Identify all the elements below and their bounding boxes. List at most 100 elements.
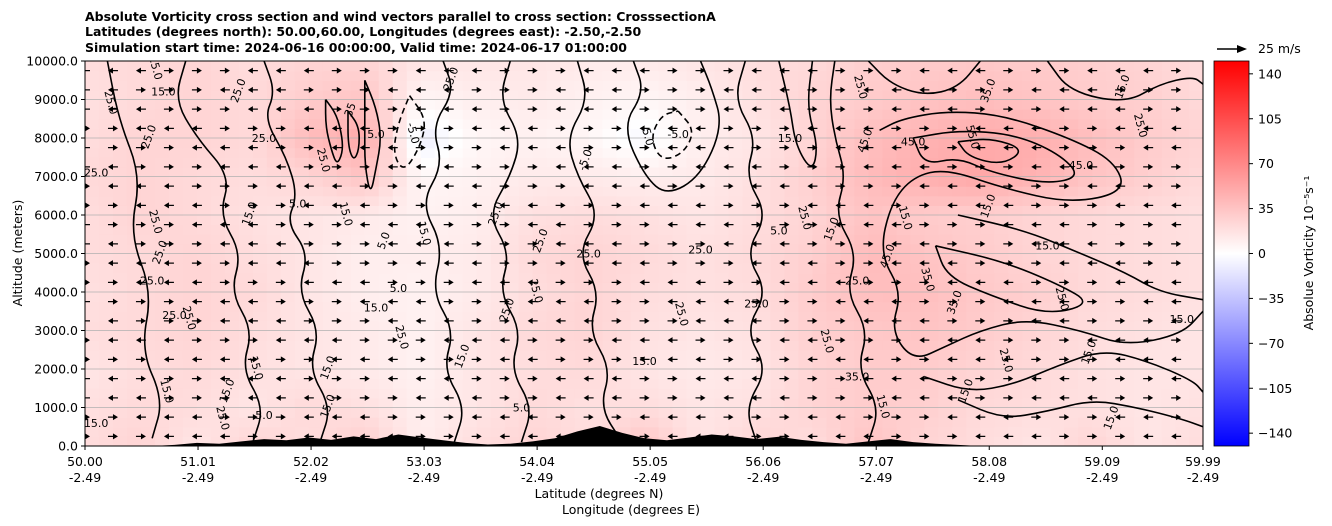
- vorticity-cell: [1189, 89, 1203, 101]
- vorticity-cell: [434, 407, 450, 418]
- vorticity-cell: [602, 186, 618, 197]
- vorticity-cell: [434, 70, 450, 81]
- vorticity-cell: [196, 176, 212, 187]
- vorticity-cell: [1161, 61, 1177, 72]
- vorticity-cell: [812, 234, 828, 245]
- vorticity-cell: [1022, 301, 1037, 312]
- wind-vector-head: [863, 202, 869, 209]
- wind-vector-head: [835, 202, 841, 209]
- wind-vector-head: [723, 240, 729, 247]
- vorticity-cell: [462, 292, 478, 303]
- wind-vector: [499, 375, 510, 382]
- vorticity-cell: [462, 426, 478, 437]
- vorticity-cell: [588, 272, 604, 283]
- vorticity-cell: [140, 118, 156, 129]
- vorticity-cell: [938, 320, 953, 332]
- vorticity-cell: [1161, 138, 1177, 149]
- vorticity-cell: [952, 282, 967, 293]
- vorticity-cell: [686, 205, 702, 216]
- vorticity-cell: [700, 138, 716, 149]
- vorticity-cell: [616, 349, 632, 360]
- wind-vector: [555, 298, 566, 305]
- vorticity-cell: [756, 388, 772, 399]
- vorticity-cell: [910, 128, 925, 139]
- vorticity-cell: [896, 195, 911, 206]
- vorticity-cell: [1036, 301, 1051, 312]
- vorticity-cell: [840, 359, 855, 370]
- vorticity-cell: [1022, 243, 1037, 255]
- wind-vector: [863, 394, 874, 401]
- vorticity-cell: [994, 80, 1009, 91]
- vorticity-cell: [1022, 311, 1037, 322]
- vorticity-cell: [798, 128, 814, 139]
- vorticity-cell: [112, 359, 128, 370]
- vorticity-cell: [882, 109, 897, 120]
- vorticity-cell: [378, 157, 394, 168]
- wind-vector: [1003, 317, 1014, 324]
- vorticity-cell: [462, 138, 478, 149]
- vorticity-cell: [154, 215, 170, 226]
- vorticity-cell: [994, 166, 1009, 178]
- vorticity-cell: [588, 330, 604, 341]
- wind-vector: [1171, 183, 1182, 190]
- vorticity-cell: [938, 138, 953, 149]
- vorticity-cell: [196, 417, 212, 428]
- vorticity-cell: [448, 388, 464, 399]
- vorticity-cell: [546, 215, 562, 226]
- vorticity-cell: [1134, 176, 1149, 187]
- vorticity-cell: [966, 436, 981, 446]
- wind-vector: [415, 337, 426, 344]
- vorticity-cell: [630, 426, 646, 437]
- vorticity-cell: [630, 349, 646, 360]
- wind-vector-head: [639, 202, 645, 209]
- vorticity-cell: [406, 320, 422, 332]
- wind-vector-head: [751, 394, 757, 401]
- chart-title-line-1: Absolute Vorticity cross section and win…: [85, 9, 716, 24]
- vorticity-cell: [182, 205, 198, 216]
- contour-label: 15.0: [364, 301, 389, 314]
- vorticity-cell: [896, 349, 911, 360]
- vorticity-cell: [854, 80, 869, 91]
- vorticity-cell: [294, 263, 310, 274]
- wind-vector-head: [163, 433, 169, 440]
- vorticity-cell: [1064, 436, 1079, 446]
- wind-vector: [471, 183, 482, 190]
- vorticity-cell: [728, 166, 744, 178]
- wind-vector: [779, 356, 790, 363]
- wind-vector: [247, 202, 258, 209]
- vorticity-cell: [238, 388, 254, 399]
- vorticity-cell: [1008, 340, 1023, 351]
- wind-vector-head: [308, 221, 314, 228]
- vorticity-cell: [714, 186, 730, 197]
- vorticity-cell: [532, 369, 548, 380]
- vorticity-cell: [952, 301, 967, 312]
- vorticity-cell: [266, 378, 282, 389]
- vorticity-cell: [476, 340, 492, 351]
- vorticity-cell: [280, 292, 296, 303]
- vorticity-cell: [714, 166, 730, 178]
- vorticity-cell: [140, 89, 156, 101]
- vorticity-cell: [896, 301, 911, 312]
- vorticity-cell: [1050, 243, 1065, 255]
- vorticity-cell: [1189, 215, 1203, 226]
- vorticity-cell: [85, 272, 100, 283]
- vorticity-cell: [224, 426, 240, 437]
- wind-vector: [863, 375, 874, 382]
- vorticity-cell: [1148, 282, 1163, 293]
- vorticity-cell: [966, 407, 981, 418]
- wind-vector-head: [140, 298, 146, 305]
- vorticity-cell: [336, 234, 352, 245]
- vorticity-cell: [1175, 157, 1190, 168]
- vorticity-cell: [742, 282, 758, 293]
- vorticity-cell: [490, 253, 506, 264]
- vorticity-cell: [994, 243, 1009, 255]
- wind-vector: [415, 202, 426, 209]
- vorticity-cell: [476, 407, 492, 418]
- vorticity-cell: [364, 186, 380, 197]
- vorticity-cell: [434, 311, 450, 322]
- vorticity-cell: [826, 147, 842, 158]
- vorticity-cell: [364, 388, 380, 399]
- vorticity-cell: [238, 263, 254, 274]
- wind-vector: [331, 356, 342, 363]
- wind-vector-head: [85, 356, 90, 363]
